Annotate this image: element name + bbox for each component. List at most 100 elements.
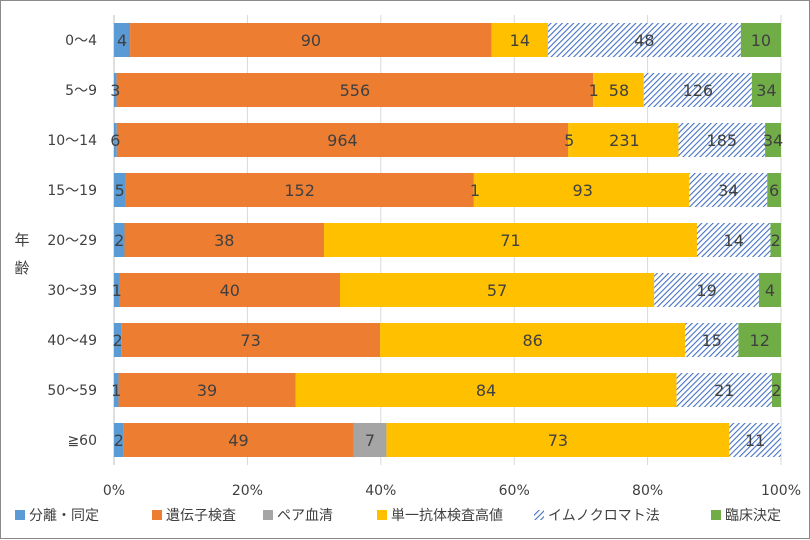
bar-segment	[767, 173, 781, 207]
bar-segment	[114, 423, 124, 457]
x-tick-label: 100%	[761, 483, 801, 499]
data-label: 21	[714, 381, 734, 400]
legend: 分離・同定 遺伝子検査 ペア血清 単一抗体検査高値 イムノクロマト法 臨床決定	[15, 507, 781, 524]
data-label: 34	[756, 81, 776, 100]
data-label: 2	[114, 431, 124, 450]
bar-segment	[114, 323, 122, 357]
category-label: ≧60	[67, 433, 97, 449]
bar-segment	[114, 173, 126, 207]
data-label: 964	[327, 131, 358, 150]
bar-segment	[114, 373, 119, 407]
data-label: 1	[112, 281, 122, 300]
bar-segment	[123, 423, 354, 457]
category-label: 5～9	[65, 83, 97, 99]
bar-segment	[114, 123, 117, 157]
data-label: 93	[573, 181, 593, 200]
bar-segment	[758, 273, 781, 307]
bar-segment	[689, 173, 768, 207]
bar-segment	[353, 423, 387, 457]
bar-segment	[765, 123, 781, 157]
bar-segment	[114, 273, 120, 307]
data-label: 34	[763, 131, 783, 150]
bar-segment	[729, 423, 781, 457]
bar-segment	[696, 223, 771, 257]
bar-segment	[324, 223, 697, 257]
data-label: 2	[771, 381, 781, 400]
bar-segment	[676, 373, 772, 407]
data-label: 19	[696, 281, 716, 300]
bar-segment	[121, 323, 381, 357]
y-axis-label-char: 齢	[14, 259, 29, 277]
data-label: 126	[683, 81, 714, 100]
bar-segment	[751, 73, 781, 107]
bar-segment	[473, 173, 477, 207]
data-label: 71	[500, 231, 520, 250]
data-label: 231	[609, 131, 640, 150]
bar-segment	[340, 273, 655, 307]
bar-segment	[116, 73, 594, 107]
category-label: 40～49	[47, 333, 97, 349]
data-label: 152	[284, 181, 315, 200]
data-label: 10	[751, 31, 771, 50]
bar-segment	[771, 373, 781, 407]
category-labels: 0～4 5～9 10～14 15～19 20～29 30～39 40～49 50～59 ≧60	[47, 33, 97, 449]
legend-label: 臨床決定	[725, 508, 781, 524]
bar-segment	[130, 23, 492, 57]
bar-segment	[685, 323, 739, 357]
bar-segment	[547, 23, 741, 57]
data-label: 14	[724, 231, 744, 250]
data-label: 5	[115, 181, 125, 200]
data-labels: 4 90 14 48 103 556 1 58 126 346 964 5 231 185 345 152 1 9…	[110, 31, 783, 450]
data-label: 12	[750, 331, 770, 350]
bar-segment	[380, 323, 686, 357]
category-label: 30～39	[47, 283, 97, 299]
bar-segment	[119, 273, 341, 307]
data-label: 7	[365, 431, 375, 450]
legend-swatch	[152, 510, 162, 520]
bar-segment	[594, 73, 644, 107]
legend-label: ペア血清	[277, 508, 333, 524]
data-label: 2	[112, 331, 122, 350]
category-label: 20～29	[47, 233, 97, 249]
data-label: 1	[470, 181, 480, 200]
data-label: 57	[487, 281, 507, 300]
legend-label: 単一抗体検査高値	[391, 507, 503, 524]
legend-swatch	[534, 510, 544, 520]
data-label: 86	[522, 331, 542, 350]
data-label: 58	[609, 81, 629, 100]
data-label: 40	[220, 281, 240, 300]
x-tick-label: 40%	[365, 483, 396, 499]
x-tick-labels: 0% 20% 40% 60% 80% 100%	[103, 483, 801, 499]
data-label: 1	[111, 381, 121, 400]
data-label: 5	[564, 131, 574, 150]
category-label: 0～4	[65, 33, 97, 49]
bar-segment	[654, 273, 759, 307]
data-label: 6	[110, 131, 120, 150]
legend-swatch	[263, 510, 273, 520]
category-label: 10～14	[47, 133, 97, 149]
legend-label: 分離・同定	[29, 507, 99, 524]
data-label: 3	[110, 81, 120, 100]
data-label: 4	[117, 31, 127, 50]
bar-segment	[770, 223, 781, 257]
bar-segment	[386, 423, 730, 457]
bar-segment	[593, 73, 595, 107]
data-label: 48	[634, 31, 654, 50]
bar-segment	[476, 173, 690, 207]
data-label: 90	[301, 31, 321, 50]
category-label: 15～19	[47, 183, 97, 199]
bar-segment	[740, 23, 781, 57]
bar-segment	[295, 373, 677, 407]
data-label: 73	[240, 331, 260, 350]
data-label: 4	[765, 281, 775, 300]
x-tick-label: 20%	[232, 483, 263, 499]
data-label: 73	[548, 431, 568, 450]
legend-swatch	[15, 510, 25, 520]
y-axis-label-char: 年	[14, 231, 29, 249]
bar-segment	[738, 323, 781, 357]
bar-segment	[491, 23, 548, 57]
data-label: 2	[771, 231, 781, 250]
bar-segment	[116, 123, 569, 157]
bar-segment	[643, 73, 752, 107]
bar-segment	[114, 223, 125, 257]
